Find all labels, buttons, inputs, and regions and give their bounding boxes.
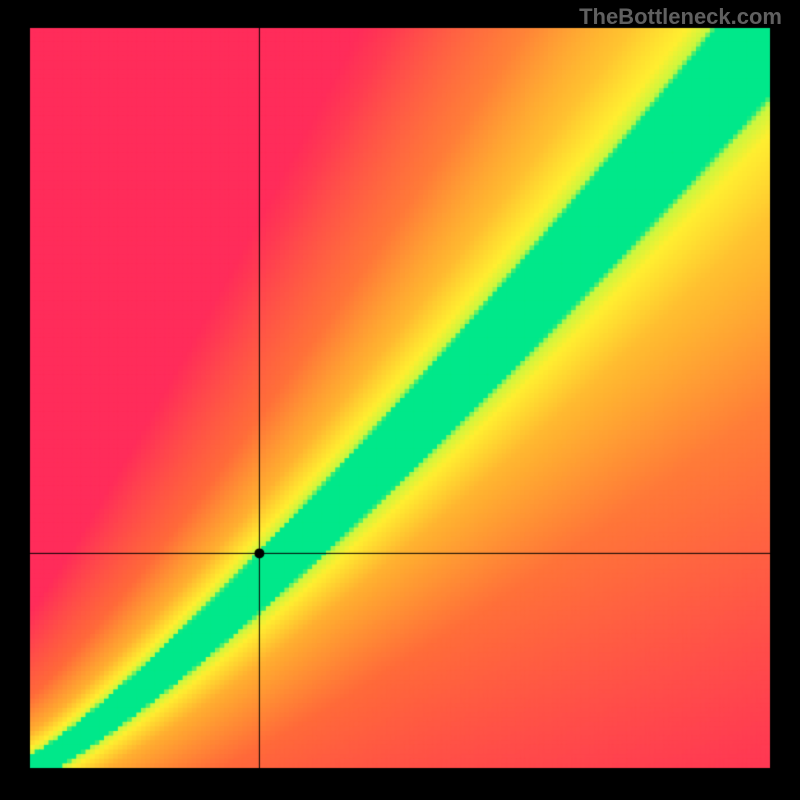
watermark-text: TheBottleneck.com: [579, 4, 782, 30]
chart-container: TheBottleneck.com: [0, 0, 800, 800]
heatmap-canvas: [0, 0, 800, 800]
